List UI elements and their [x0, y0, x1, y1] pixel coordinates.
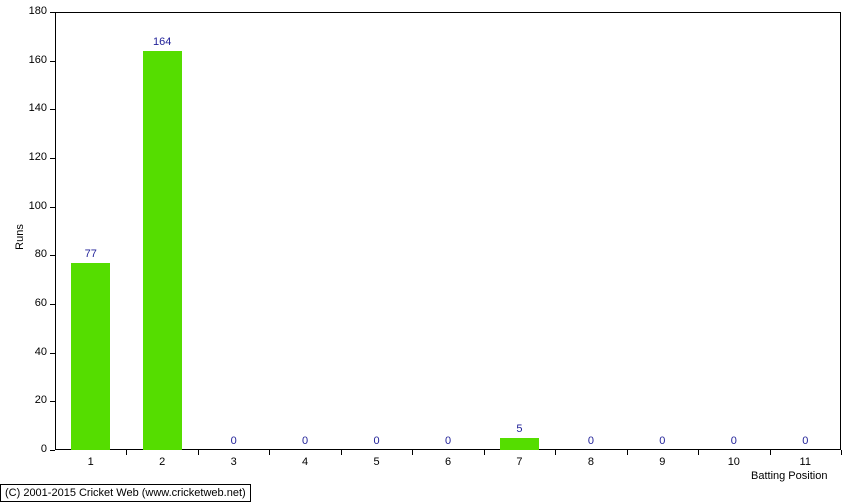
chart-container: 0204060801001201401601801772164304050607…	[0, 0, 850, 500]
copyright-text: (C) 2001-2015 Cricket Web (www.cricketwe…	[0, 484, 251, 502]
y-tick-label: 140	[15, 102, 47, 114]
bar	[500, 438, 539, 450]
y-tick	[50, 401, 55, 402]
y-tick	[50, 304, 55, 305]
bar-value-label: 0	[285, 435, 325, 447]
x-tick	[627, 450, 628, 455]
y-tick-label: 80	[15, 248, 47, 260]
y-tick	[50, 109, 55, 110]
y-axis-title: Runs	[14, 224, 26, 250]
y-tick-label: 40	[15, 346, 47, 358]
y-tick-label: 120	[15, 151, 47, 163]
y-tick-label: 180	[15, 5, 47, 17]
y-tick	[50, 450, 55, 451]
y-tick	[50, 12, 55, 13]
bar-value-label: 77	[71, 248, 111, 260]
x-tick	[198, 450, 199, 455]
x-tick	[126, 450, 127, 455]
bar-value-label: 0	[214, 435, 254, 447]
x-tick-label: 7	[504, 456, 534, 468]
y-tick	[50, 353, 55, 354]
y-tick	[50, 158, 55, 159]
bar-value-label: 0	[428, 435, 468, 447]
y-tick	[50, 255, 55, 256]
x-tick	[341, 450, 342, 455]
bar	[71, 263, 110, 450]
bar-value-label: 164	[142, 36, 182, 48]
bar-value-label: 0	[571, 435, 611, 447]
x-tick-label: 5	[362, 456, 392, 468]
x-tick	[412, 450, 413, 455]
x-tick-label: 8	[576, 456, 606, 468]
y-tick-label: 0	[15, 443, 47, 455]
x-tick	[770, 450, 771, 455]
x-tick-label: 10	[719, 456, 749, 468]
x-tick-label: 11	[790, 456, 820, 468]
x-tick	[484, 450, 485, 455]
x-tick-label: 3	[219, 456, 249, 468]
x-tick-label: 6	[433, 456, 463, 468]
x-tick-label: 2	[147, 456, 177, 468]
x-tick-label: 1	[76, 456, 106, 468]
y-tick-label: 100	[15, 200, 47, 212]
x-tick	[841, 450, 842, 455]
bar-value-label: 0	[357, 435, 397, 447]
bar-value-label: 0	[785, 435, 825, 447]
y-tick-label: 20	[15, 394, 47, 406]
y-tick	[50, 61, 55, 62]
x-tick	[555, 450, 556, 455]
y-tick	[50, 207, 55, 208]
x-tick-label: 9	[647, 456, 677, 468]
y-tick-label: 160	[15, 54, 47, 66]
bar	[143, 51, 182, 450]
x-tick	[269, 450, 270, 455]
bar-value-label: 0	[714, 435, 754, 447]
x-axis-title: Batting Position	[751, 470, 827, 482]
x-tick-label: 4	[290, 456, 320, 468]
bar-value-label: 0	[642, 435, 682, 447]
x-tick	[698, 450, 699, 455]
y-tick-label: 60	[15, 297, 47, 309]
bar-value-label: 5	[499, 423, 539, 435]
